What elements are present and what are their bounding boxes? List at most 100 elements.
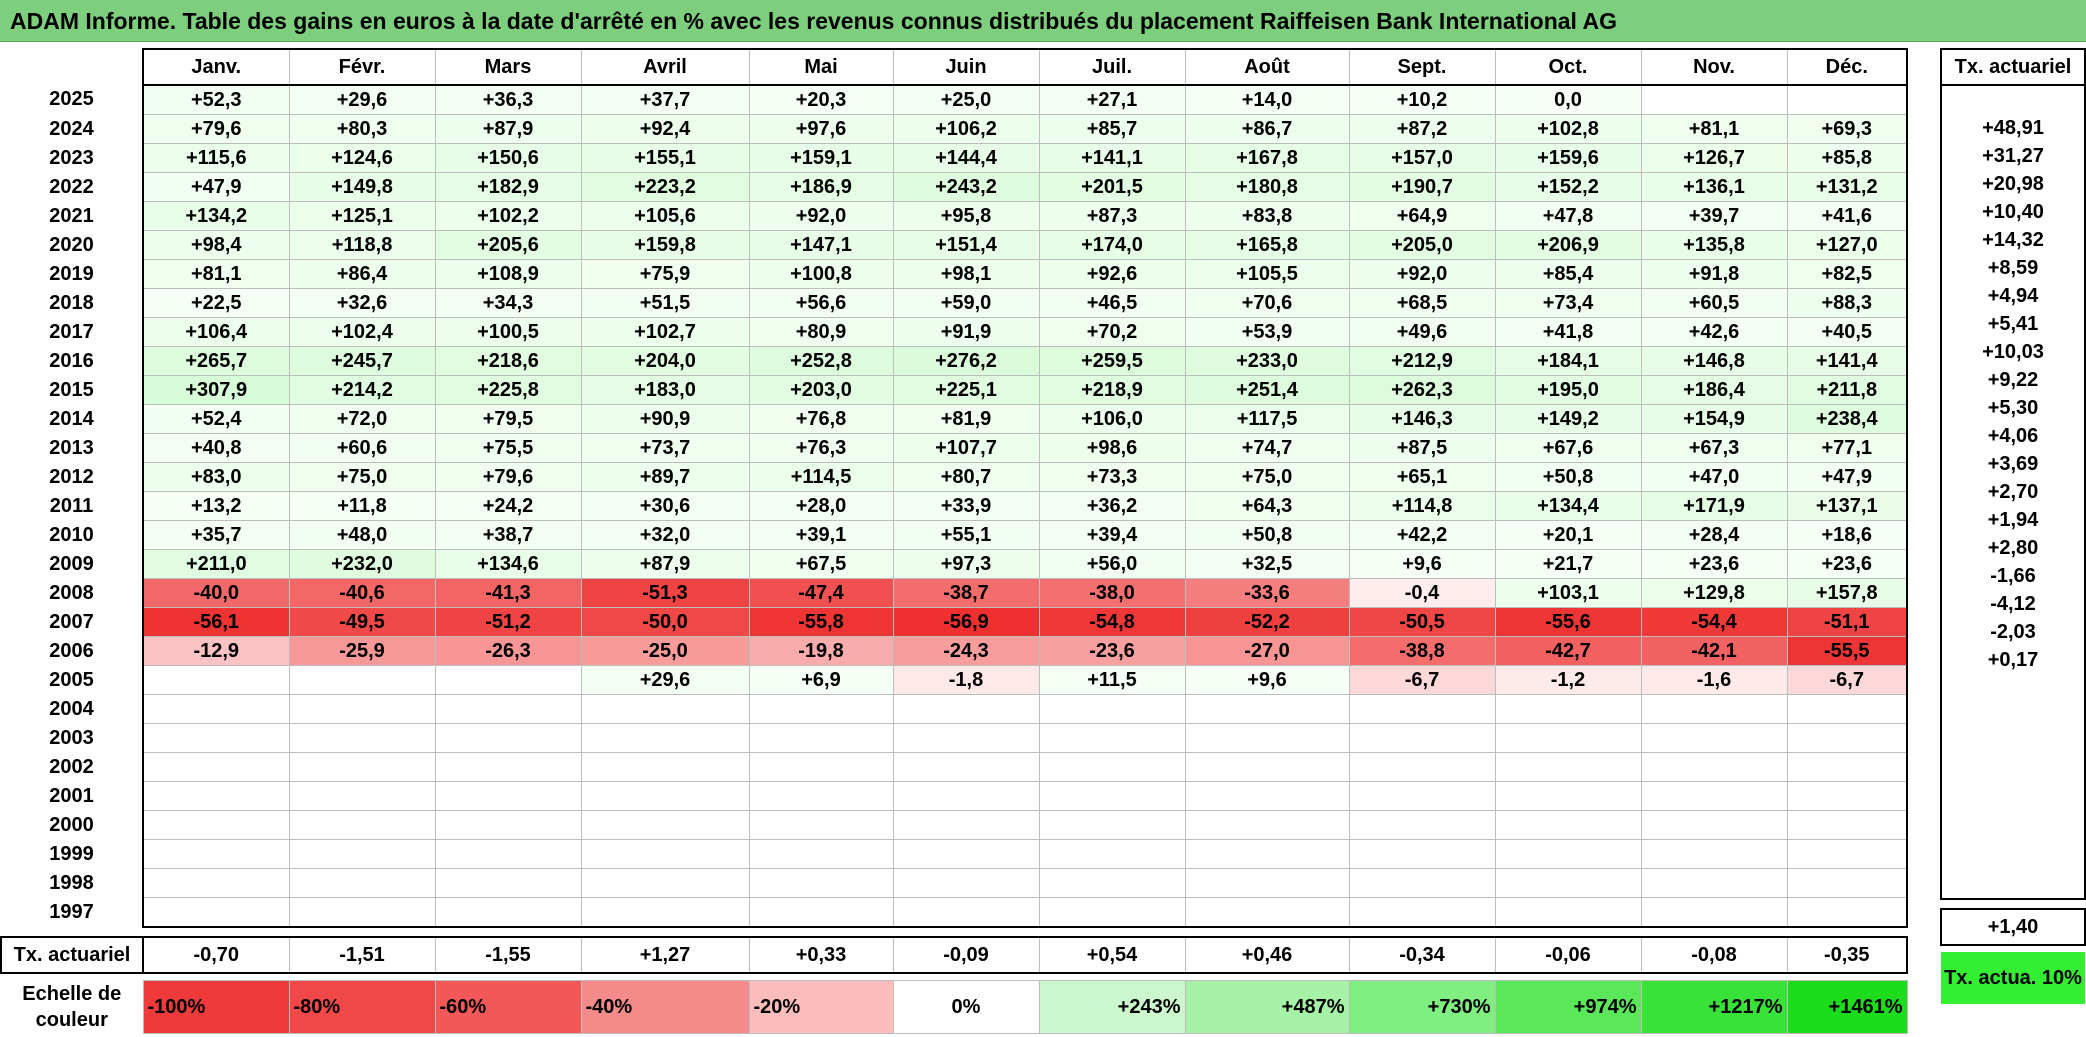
gain-cell (1348, 752, 1496, 782)
gain-cell: +39,1 (748, 520, 894, 550)
gain-cell: -27,0 (1184, 636, 1350, 666)
year-label: 2013 (49, 436, 94, 459)
gain-cell: +85,7 (1038, 114, 1186, 144)
gain-cell: +28,0 (748, 491, 894, 521)
gain-cell: +205,6 (434, 230, 582, 260)
annual-rate-cell (1940, 85, 2086, 114)
gain-cell (1184, 781, 1350, 811)
gain-cell (1786, 868, 1908, 898)
gain-cell: -56,1 (142, 607, 290, 637)
monthly-rate-cell: +0,54 (1038, 936, 1186, 974)
year-label: 2016 (49, 349, 94, 372)
gain-cell: +40,8 (142, 433, 290, 463)
gain-cell (1786, 694, 1908, 724)
gain-cell: +106,2 (892, 114, 1040, 144)
gain-cell (748, 839, 894, 869)
month-header: Nov. (1640, 48, 1788, 86)
monthly-rate-cell: +1,27 (580, 936, 750, 974)
monthly-rate-cell: +0,33 (748, 936, 894, 974)
gain-cell: -54,8 (1038, 607, 1186, 637)
gain-cell: +50,8 (1184, 520, 1350, 550)
gain-cell (1184, 868, 1350, 898)
gain-cell (580, 781, 750, 811)
gain-cell: -56,9 (892, 607, 1040, 637)
month-header: Mai (748, 48, 894, 86)
gain-cell (1038, 723, 1186, 753)
gain-cell: +49,6 (1348, 317, 1496, 347)
gain-cell: +159,8 (580, 230, 750, 260)
gain-cell (1786, 839, 1908, 869)
monthly-rate-cell: -0,70 (142, 936, 290, 974)
gain-cell: -19,8 (748, 636, 894, 666)
gain-cell (142, 810, 290, 840)
gain-cell: -23,6 (1038, 636, 1186, 666)
annual-rate-cell: +48,91 (1940, 114, 2086, 142)
gain-cell: +47,8 (1494, 201, 1642, 231)
annual-rate-cell: -2,03 (1940, 618, 2086, 646)
gain-cell: +134,4 (1494, 491, 1642, 521)
gain-cell (1494, 781, 1642, 811)
gain-cell: +73,3 (1038, 462, 1186, 492)
gain-cell: +59,0 (892, 288, 1040, 318)
gain-cell: +174,0 (1038, 230, 1186, 260)
gain-cell: -54,4 (1640, 607, 1788, 637)
gain-cell: -50,5 (1348, 607, 1496, 637)
gain-cell: +85,8 (1786, 143, 1908, 173)
annual-rate-cell: +4,94 (1940, 282, 2086, 310)
year-label: 1998 (49, 871, 94, 894)
gain-cell (288, 868, 436, 898)
gain-cell: +39,4 (1038, 520, 1186, 550)
table-row: 2019 +81,1 +86,4 +108,9 +75,9 +100,8 +98,1 +92,… (1, 259, 1908, 289)
gain-cell: +97,6 (748, 114, 894, 144)
gain-cell (1184, 723, 1350, 753)
month-header: Avril (580, 48, 750, 86)
gain-cell (1494, 723, 1642, 753)
gain-cell (1184, 694, 1350, 724)
table-row: 1999 (1, 839, 1908, 869)
month-header: Juil. (1038, 48, 1186, 86)
gain-cell: -41,3 (434, 578, 582, 608)
overall-rate-cell: +1,40 (1940, 908, 2086, 946)
gain-cell: +115,6 (142, 143, 290, 173)
color-scale-step: +730% (1348, 980, 1496, 1034)
gain-cell (1184, 810, 1350, 840)
gain-cell: +87,9 (434, 114, 582, 144)
year-label: 2000 (49, 813, 94, 836)
gain-cell (892, 752, 1040, 782)
gain-cell: +75,5 (434, 433, 582, 463)
gain-cell: +83,0 (142, 462, 290, 492)
year-label: 2019 (49, 262, 94, 285)
gain-cell: -49,5 (288, 607, 436, 637)
gain-cell: +56,6 (748, 288, 894, 318)
gain-cell: +233,0 (1184, 346, 1350, 376)
gain-cell: +92,0 (748, 201, 894, 231)
table-row: 2024 +79,6 +80,3 +87,9 +92,4 +97,6 +106,2 +85,7… (1, 114, 1908, 144)
gain-cell: +147,1 (748, 230, 894, 260)
gain-cell: +20,1 (1494, 520, 1642, 550)
gain-cell: +114,5 (748, 462, 894, 492)
color-scale-step: -80% (288, 980, 436, 1034)
gain-cell: +79,5 (434, 404, 582, 434)
table-row: 2007 -56,1 -49,5 -51,2 -50,0 -55,8 -56,9 -54,8-… (1, 607, 1908, 637)
gain-cell: +238,4 (1786, 404, 1908, 434)
gain-cell (748, 897, 894, 928)
table-row: 2001 (1, 781, 1908, 811)
gain-cell: -25,0 (580, 636, 750, 666)
gain-cell: +30,6 (580, 491, 750, 521)
annual-rate-cell: +20,98 (1940, 170, 2086, 198)
gain-cell: +39,7 (1640, 201, 1788, 231)
gain-cell: +186,4 (1640, 375, 1788, 405)
gain-cell (1786, 723, 1908, 753)
corner-cell (1, 49, 143, 85)
gain-cell: +118,8 (288, 230, 436, 260)
gain-cell (580, 694, 750, 724)
gain-cell: +64,3 (1184, 491, 1350, 521)
gain-cell: +243,2 (892, 172, 1040, 202)
month-header: Sept. (1348, 48, 1496, 86)
monthly-rate-cell: +0,46 (1184, 936, 1350, 974)
year-label: 2015 (49, 378, 94, 401)
gain-cell: +20,3 (748, 84, 894, 115)
annual-rate-cell: +0,17 (1940, 646, 2086, 674)
gain-cell: +134,2 (142, 201, 290, 231)
gain-cell: +85,4 (1494, 259, 1642, 289)
